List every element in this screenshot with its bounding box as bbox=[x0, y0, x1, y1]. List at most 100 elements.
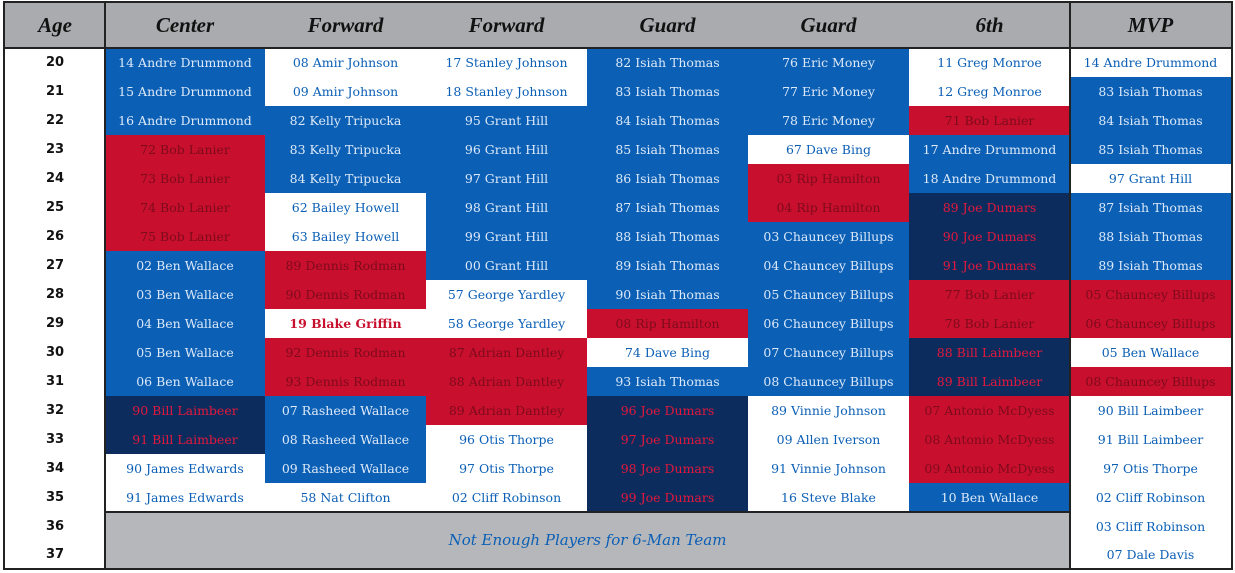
player-cell: 16 Steve Blake bbox=[748, 483, 909, 512]
player-cell: 15 Andre Drummond bbox=[105, 77, 265, 106]
player-cell: 73 Bob Lanier bbox=[105, 164, 265, 193]
player-cell: 08 Rasheed Wallace bbox=[265, 425, 426, 454]
player-cell: 84 Isiah Thomas bbox=[587, 106, 748, 135]
age-label: 24 bbox=[45, 171, 65, 186]
player-cell: 90 Isiah Thomas bbox=[587, 280, 748, 309]
player-cell: 84 Isiah Thomas bbox=[1070, 106, 1231, 135]
player-cell: 05 Chauncey Billups bbox=[748, 280, 909, 309]
player-cell: 74 Dave Bing bbox=[587, 338, 748, 367]
player-cell: 08 Chauncey Billups bbox=[1070, 367, 1231, 396]
player-cell: 83 Isiah Thomas bbox=[587, 77, 748, 106]
player-cell: 87 Isiah Thomas bbox=[1070, 193, 1231, 222]
player-cell: 85 Isiah Thomas bbox=[1070, 135, 1231, 164]
column-header: MVP bbox=[1127, 13, 1174, 37]
age-label: 36 bbox=[45, 518, 65, 534]
player-cell: 96 Otis Thorpe bbox=[426, 425, 587, 454]
player-cell: 62 Bailey Howell bbox=[265, 193, 426, 222]
player-cell: 96 Joe Dumars bbox=[587, 396, 748, 425]
player-cell: 09 Amir Johnson bbox=[265, 77, 426, 106]
age-label: 31 bbox=[45, 374, 65, 389]
player-cell: 00 Grant Hill bbox=[426, 251, 587, 280]
player-cell: 97 Grant Hill bbox=[426, 164, 587, 193]
player-cell: 08 Chauncey Billups bbox=[748, 367, 909, 396]
player-cell: 89 Adrian Dantley bbox=[426, 396, 587, 425]
player-cell: 02 Cliff Robinson bbox=[426, 483, 587, 512]
player-cell: 89 Bill Laimbeer bbox=[909, 367, 1070, 396]
player-cell: 05 Ben Wallace bbox=[1070, 338, 1231, 367]
player-cell: 08 Amir Johnson bbox=[265, 48, 426, 77]
player-cell: 98 Grant Hill bbox=[426, 193, 587, 222]
player-cell: 09 Allen Iverson bbox=[748, 425, 909, 454]
age-label: 32 bbox=[45, 403, 65, 418]
player-cell: 12 Greg Monroe bbox=[909, 77, 1070, 106]
player-cell: 98 Joe Dumars bbox=[587, 454, 748, 483]
age-label: 28 bbox=[45, 287, 65, 302]
player-cell: 09 Rasheed Wallace bbox=[265, 454, 426, 483]
player-cell: 05 Chauncey Billups bbox=[1070, 280, 1231, 309]
column-header: 6th bbox=[975, 13, 1004, 37]
player-cell: 82 Isiah Thomas bbox=[587, 48, 748, 77]
player-cell: 09 Antonio McDyess bbox=[909, 454, 1070, 483]
player-cell: 07 Chauncey Billups bbox=[748, 338, 909, 367]
player-cell: 06 Chauncey Billups bbox=[1070, 309, 1231, 338]
player-cell: 90 Dennis Rodman bbox=[265, 280, 426, 309]
age-label: 26 bbox=[45, 229, 65, 244]
player-cell: 57 George Yardley bbox=[426, 280, 587, 309]
age-label: 33 bbox=[45, 432, 65, 447]
player-cell: 96 Grant Hill bbox=[426, 135, 587, 164]
age-label: 30 bbox=[45, 345, 65, 360]
player-cell: 87 Adrian Dantley bbox=[426, 338, 587, 367]
player-cell: 63 Bailey Howell bbox=[265, 222, 426, 251]
player-cell: 92 Dennis Rodman bbox=[265, 338, 426, 367]
player-cell: 90 Bill Laimbeer bbox=[1070, 396, 1231, 425]
player-cell: 03 Rip Hamilton bbox=[748, 164, 909, 193]
player-cell: 14 Andre Drummond bbox=[105, 48, 265, 77]
player-cell: 75 Bob Lanier bbox=[105, 222, 265, 251]
player-cell: 04 Rip Hamilton bbox=[748, 193, 909, 222]
age-label: 25 bbox=[45, 200, 65, 215]
player-cell: 17 Andre Drummond bbox=[909, 135, 1070, 164]
player-cell: 86 Isiah Thomas bbox=[587, 164, 748, 193]
player-cell: 08 Antonio McDyess bbox=[909, 425, 1070, 454]
player-cell: 03 Cliff Robinson bbox=[1070, 512, 1231, 540]
player-cell: 88 Isiah Thomas bbox=[1070, 222, 1231, 251]
player-cell: 06 Chauncey Billups bbox=[748, 309, 909, 338]
player-cell: 76 Eric Money bbox=[748, 48, 909, 77]
player-cell: 90 Bill Laimbeer bbox=[105, 396, 265, 425]
player-cell: 91 Bill Laimbeer bbox=[1070, 425, 1231, 454]
player-cell: 02 Ben Wallace bbox=[105, 251, 265, 280]
column-header: Age bbox=[38, 13, 72, 37]
player-cell: 89 Isiah Thomas bbox=[1070, 251, 1231, 280]
player-cell: 58 George Yardley bbox=[426, 309, 587, 338]
player-cell: 07 Rasheed Wallace bbox=[265, 396, 426, 425]
player-cell: 08 Rip Hamilton bbox=[587, 309, 748, 338]
player-cell: 67 Dave Bing bbox=[748, 135, 909, 164]
age-label: 20 bbox=[45, 55, 65, 70]
age-label: 29 bbox=[45, 316, 65, 331]
player-cell: 88 Bill Laimbeer bbox=[909, 338, 1070, 367]
player-cell: 14 Andre Drummond bbox=[1070, 48, 1231, 77]
player-cell: 03 Ben Wallace bbox=[105, 280, 265, 309]
player-cell: 89 Joe Dumars bbox=[909, 193, 1070, 222]
player-cell: 10 Ben Wallace bbox=[909, 483, 1070, 512]
player-cell: 85 Isiah Thomas bbox=[587, 135, 748, 164]
player-cell: 93 Dennis Rodman bbox=[265, 367, 426, 396]
column-header: Center bbox=[155, 13, 215, 37]
age-label: 22 bbox=[45, 113, 65, 128]
player-cell: 84 Kelly Tripucka bbox=[265, 164, 426, 193]
player-cell: 04 Ben Wallace bbox=[105, 309, 265, 338]
age-label: 21 bbox=[45, 84, 65, 99]
column-header: Forward bbox=[468, 13, 545, 37]
player-cell: 58 Nat Clifton bbox=[265, 483, 426, 512]
player-cell: 91 Bill Laimbeer bbox=[105, 425, 265, 454]
player-cell: 78 Bob Lanier bbox=[909, 309, 1070, 338]
player-cell: 02 Cliff Robinson bbox=[1070, 483, 1231, 512]
column-header: Guard bbox=[639, 13, 696, 37]
player-cell: 05 Ben Wallace bbox=[105, 338, 265, 367]
age-label: 34 bbox=[45, 461, 65, 476]
player-cell: 90 James Edwards bbox=[105, 454, 265, 483]
player-cell: 04 Chauncey Billups bbox=[748, 251, 909, 280]
player-cell: 17 Stanley Johnson bbox=[426, 48, 587, 77]
player-cell: 18 Stanley Johnson bbox=[426, 77, 587, 106]
